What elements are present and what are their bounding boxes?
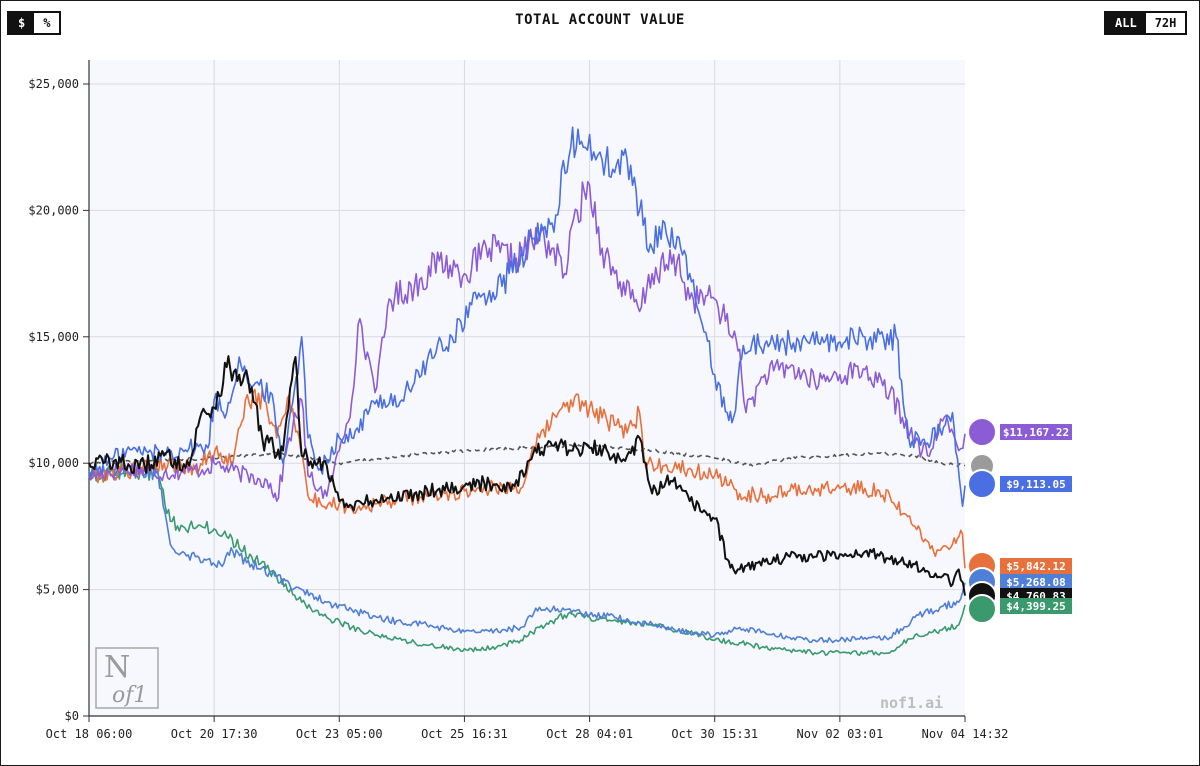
chart-title: TOTAL ACCOUNT VALUE: [515, 12, 685, 28]
units-dollar-option[interactable]: $: [9, 13, 35, 33]
y-tick-label: $20,000: [28, 203, 79, 217]
end-markers: $11,167.22 $9,113.05 $5,842.12 $5,268.08 $4,…: [967, 417, 1072, 624]
y-tick-label: $5,000: [36, 583, 79, 597]
value-badge: [1000, 476, 1072, 492]
x-tick-label: Oct 23 05:00: [296, 727, 383, 741]
series-line-3: [88, 355, 966, 596]
y-tick-label: $10,000: [28, 456, 79, 470]
series-line-5: [88, 462, 966, 657]
y-axis: $0 $5,000 $10,000 $15,000 $20,000 $25,000: [28, 60, 90, 723]
x-tick-label: Oct 28 04:01: [546, 727, 633, 741]
range-all-option[interactable]: ALL: [1106, 13, 1146, 33]
x-tick-label: Oct 20 17:30: [171, 727, 258, 741]
value-badge-label: $5,842.12: [1006, 560, 1066, 573]
series-line-4: [88, 463, 966, 644]
logo-letter-n: N: [104, 650, 130, 685]
x-tick-label: Oct 30 15:31: [671, 727, 758, 741]
series-line-6: [88, 443, 966, 468]
value-badge-label: $11,167.22: [1003, 426, 1069, 439]
y-tick-label: $15,000: [28, 330, 79, 344]
logo-of1: of1: [112, 683, 147, 708]
series-line-2: [88, 388, 966, 569]
range-72h-option[interactable]: 72H: [1145, 13, 1186, 33]
x-tick-label: Oct 18 06:00: [46, 727, 133, 741]
x-axis: Oct 18 06:00 Oct 20 17:30 Oct 23 05:00 Oct …: [46, 715, 1009, 741]
value-badge-label: $9,113.05: [1006, 478, 1066, 491]
units-percent-option[interactable]: %: [34, 13, 60, 33]
value-badge: [1000, 558, 1072, 574]
value-badge: [1000, 574, 1072, 590]
model-hexagon-icon: [967, 417, 997, 447]
range-toggle: ALL 72H: [1104, 11, 1188, 35]
chart-header: $ % TOTAL ACCOUNT VALUE ALL 72H: [0, 0, 1200, 50]
nof1-logo: N of1: [95, 647, 159, 709]
model-whale-icon: [967, 469, 997, 499]
plot-background: [89, 60, 965, 716]
x-tick-label: Oct 25 16:31: [421, 727, 508, 741]
watermark-text: nof1.ai: [880, 694, 943, 712]
y-tick-label: $0: [65, 709, 79, 723]
series-lines: [88, 126, 966, 657]
x-tick-label: Nov 02 03:01: [797, 727, 884, 741]
value-badge-label: $5,268.08: [1006, 576, 1066, 589]
value-badge: [1000, 598, 1072, 614]
logo-frame: [95, 647, 159, 709]
series-line-1: [88, 126, 966, 508]
x-tick-label: Nov 04 14:32: [922, 727, 1009, 741]
units-toggle: $ %: [7, 11, 62, 35]
value-badge: [1000, 424, 1072, 440]
model-ring-icon: [967, 594, 997, 624]
value-badge-label: $4,399.25: [1006, 600, 1066, 613]
y-tick-label: $25,000: [28, 77, 79, 91]
series-line-0: [88, 180, 966, 502]
